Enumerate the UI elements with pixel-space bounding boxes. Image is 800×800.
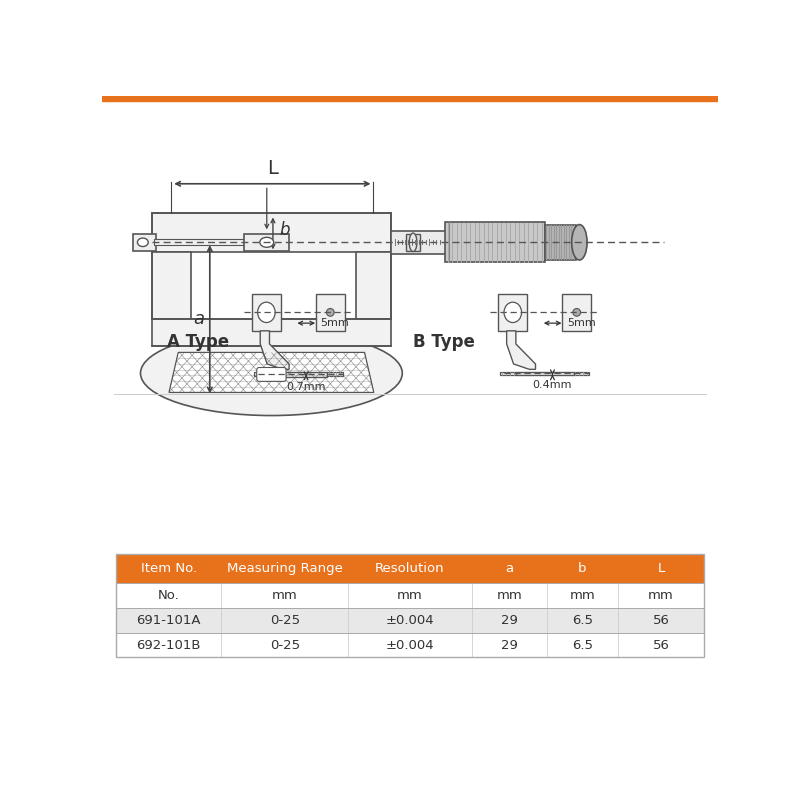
Text: 56: 56 <box>653 638 670 651</box>
Text: mm: mm <box>272 590 298 602</box>
Bar <box>547 583 618 608</box>
Bar <box>102 96 718 102</box>
Circle shape <box>573 309 581 316</box>
Text: b: b <box>578 562 586 575</box>
Bar <box>152 319 390 346</box>
Bar <box>327 373 342 376</box>
Bar <box>116 554 222 583</box>
Bar <box>445 222 545 262</box>
Bar <box>472 554 547 583</box>
Ellipse shape <box>258 302 275 322</box>
Polygon shape <box>169 353 374 393</box>
Bar <box>349 583 472 608</box>
Bar <box>618 633 704 658</box>
Text: 0.7mm: 0.7mm <box>286 382 326 392</box>
Text: mm: mm <box>397 590 423 602</box>
Bar <box>472 583 547 608</box>
Text: a: a <box>506 562 514 575</box>
Bar <box>116 583 222 608</box>
Text: Resolution: Resolution <box>375 562 445 575</box>
Bar <box>252 294 281 331</box>
Text: L: L <box>658 562 665 575</box>
Text: 0-25: 0-25 <box>270 614 300 627</box>
Bar <box>574 372 589 374</box>
Bar <box>116 608 222 633</box>
Text: b: b <box>279 221 290 238</box>
FancyBboxPatch shape <box>257 367 286 382</box>
Bar <box>547 633 618 658</box>
Text: mm: mm <box>648 590 674 602</box>
Text: Measuring Range: Measuring Range <box>227 562 343 575</box>
Text: 0.4mm: 0.4mm <box>533 380 572 390</box>
Bar <box>547 554 618 583</box>
Ellipse shape <box>260 238 274 247</box>
Ellipse shape <box>138 238 148 246</box>
Bar <box>498 294 527 331</box>
Text: mm: mm <box>570 590 595 602</box>
Text: mm: mm <box>497 590 522 602</box>
Text: 5mm: 5mm <box>320 318 349 328</box>
Bar <box>562 294 591 331</box>
Bar <box>349 608 472 633</box>
Text: B Type: B Type <box>413 334 475 351</box>
Text: 0-25: 0-25 <box>270 638 300 651</box>
Text: 29: 29 <box>501 638 518 651</box>
Bar <box>406 234 420 250</box>
Text: 692-101B: 692-101B <box>136 638 201 651</box>
Bar <box>390 230 449 254</box>
Ellipse shape <box>141 331 402 415</box>
Text: 5mm: 5mm <box>566 318 595 328</box>
Bar <box>152 251 190 319</box>
Text: a: a <box>194 310 205 328</box>
Text: No.: No. <box>158 590 179 602</box>
Bar <box>501 372 516 374</box>
Text: 6.5: 6.5 <box>572 614 593 627</box>
Text: 29: 29 <box>501 614 518 627</box>
Ellipse shape <box>572 225 587 260</box>
Text: L: L <box>267 159 278 178</box>
Text: ±0.004: ±0.004 <box>386 614 434 627</box>
Bar <box>547 608 618 633</box>
Bar <box>245 234 289 250</box>
Text: 56: 56 <box>653 614 670 627</box>
Bar <box>116 554 704 658</box>
Text: A Type: A Type <box>166 334 229 351</box>
Bar <box>618 583 704 608</box>
Bar <box>116 633 222 658</box>
Bar <box>152 213 390 251</box>
Bar <box>349 633 472 658</box>
Bar <box>154 239 246 246</box>
Bar <box>254 373 270 376</box>
Bar <box>222 583 349 608</box>
Bar <box>270 372 327 377</box>
Bar <box>618 608 704 633</box>
Text: 6.5: 6.5 <box>572 638 593 651</box>
Bar <box>618 554 704 583</box>
Bar <box>316 294 345 331</box>
Text: ±0.004: ±0.004 <box>386 638 434 651</box>
Bar <box>222 633 349 658</box>
Bar <box>472 608 547 633</box>
PathPatch shape <box>506 331 535 370</box>
PathPatch shape <box>260 331 289 370</box>
Ellipse shape <box>410 233 417 251</box>
Bar <box>545 225 575 260</box>
Bar <box>356 251 390 319</box>
Bar <box>516 372 574 375</box>
Text: 691-101A: 691-101A <box>136 614 201 627</box>
Bar <box>349 554 472 583</box>
Bar <box>222 608 349 633</box>
Bar <box>133 234 156 250</box>
Text: Item No.: Item No. <box>141 562 197 575</box>
Circle shape <box>326 309 334 316</box>
Bar <box>472 633 547 658</box>
Bar <box>222 554 349 583</box>
Ellipse shape <box>504 302 522 322</box>
